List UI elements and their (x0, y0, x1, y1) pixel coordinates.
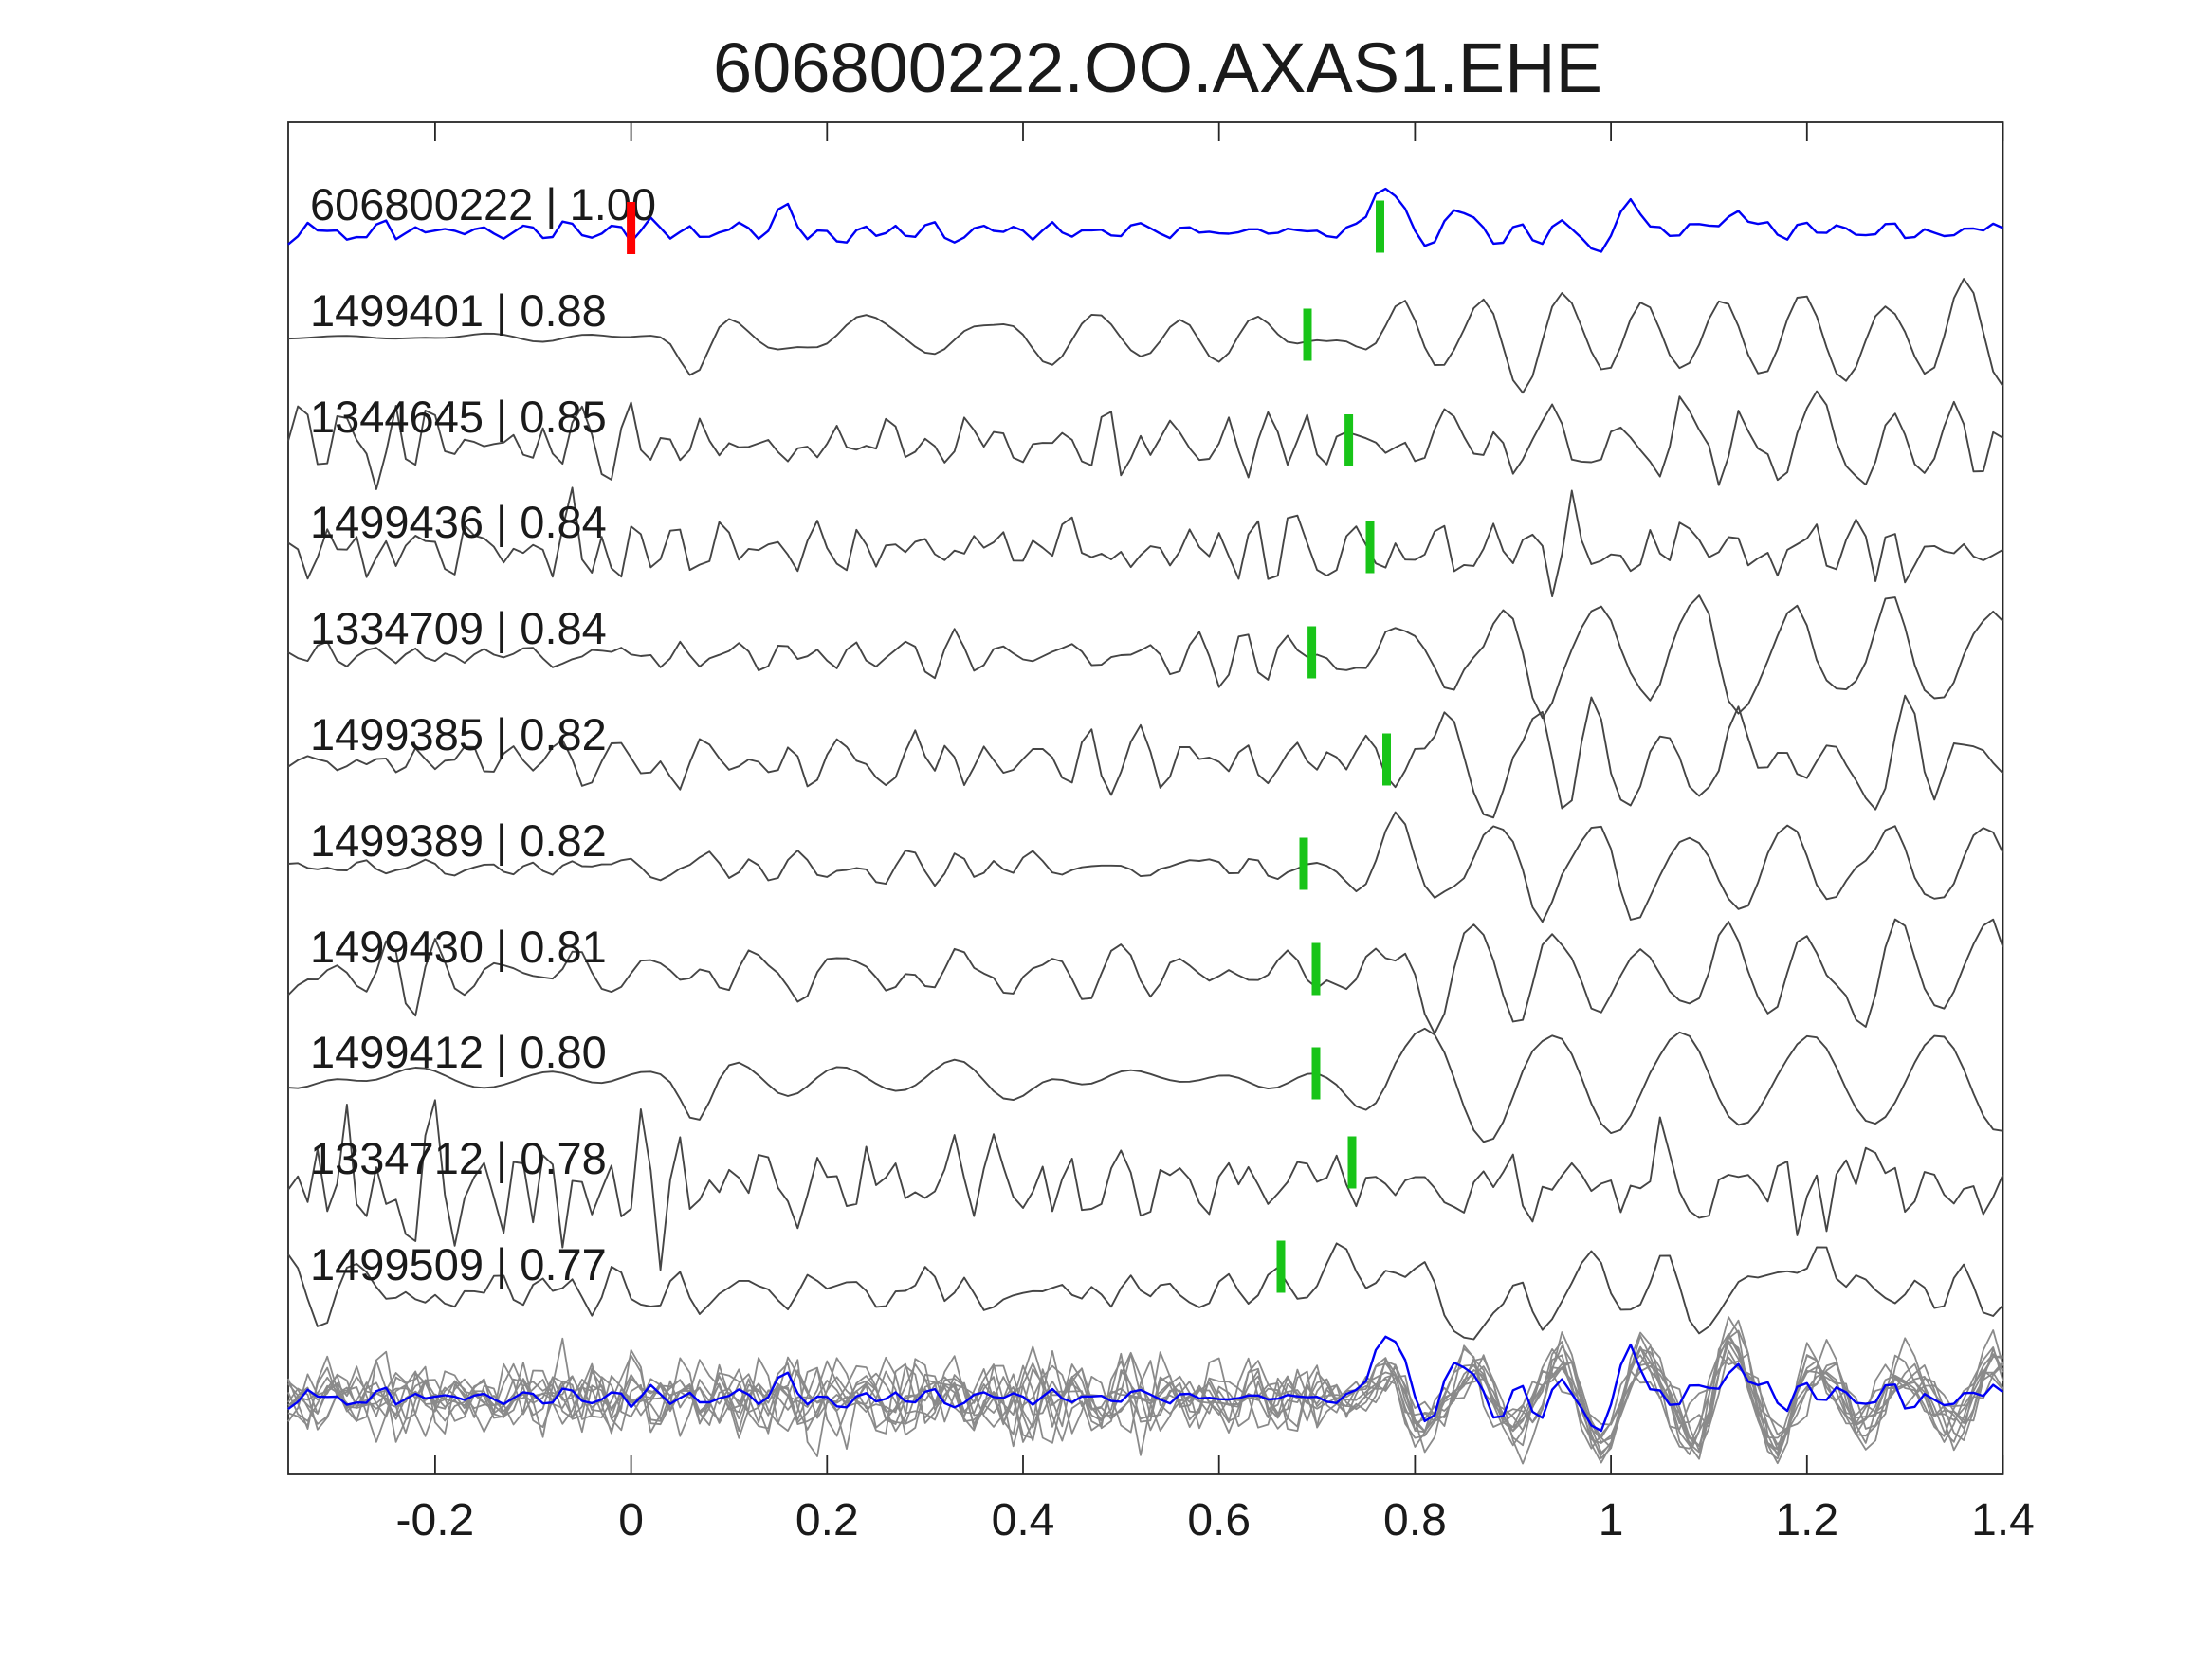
svg-text:1499412 | 0.80: 1499412 | 0.80 (310, 1027, 607, 1077)
svg-text:1.4: 1.4 (1971, 1495, 2035, 1545)
svg-text:1: 1 (1599, 1495, 1624, 1545)
svg-text:1334712 | 0.78: 1334712 | 0.78 (310, 1133, 607, 1183)
svg-text:1499385 | 0.82: 1499385 | 0.82 (310, 709, 607, 759)
svg-text:1344645 | 0.85: 1344645 | 0.85 (310, 392, 607, 442)
svg-text:0.8: 0.8 (1383, 1495, 1447, 1545)
svg-text:0.2: 0.2 (795, 1495, 859, 1545)
svg-text:0: 0 (618, 1495, 644, 1545)
svg-text:1499436 | 0.84: 1499436 | 0.84 (310, 497, 607, 547)
svg-text:1499509 | 0.77: 1499509 | 0.77 (310, 1239, 607, 1289)
svg-text:1.2: 1.2 (1775, 1495, 1838, 1545)
svg-text:1499389 | 0.82: 1499389 | 0.82 (310, 815, 607, 866)
svg-text:1499401 | 0.88: 1499401 | 0.88 (310, 285, 607, 336)
svg-text:0.4: 0.4 (992, 1495, 1055, 1545)
svg-text:606800222 | 1.00: 606800222 | 1.00 (310, 179, 656, 229)
svg-text:606800222.OO.AXAS1.EHE: 606800222.OO.AXAS1.EHE (713, 28, 1602, 107)
svg-text:1334709 | 0.84: 1334709 | 0.84 (310, 603, 607, 653)
svg-text:1499430 | 0.81: 1499430 | 0.81 (310, 922, 607, 972)
svg-text:-0.2: -0.2 (396, 1495, 475, 1545)
svg-text:0.6: 0.6 (1187, 1495, 1251, 1545)
